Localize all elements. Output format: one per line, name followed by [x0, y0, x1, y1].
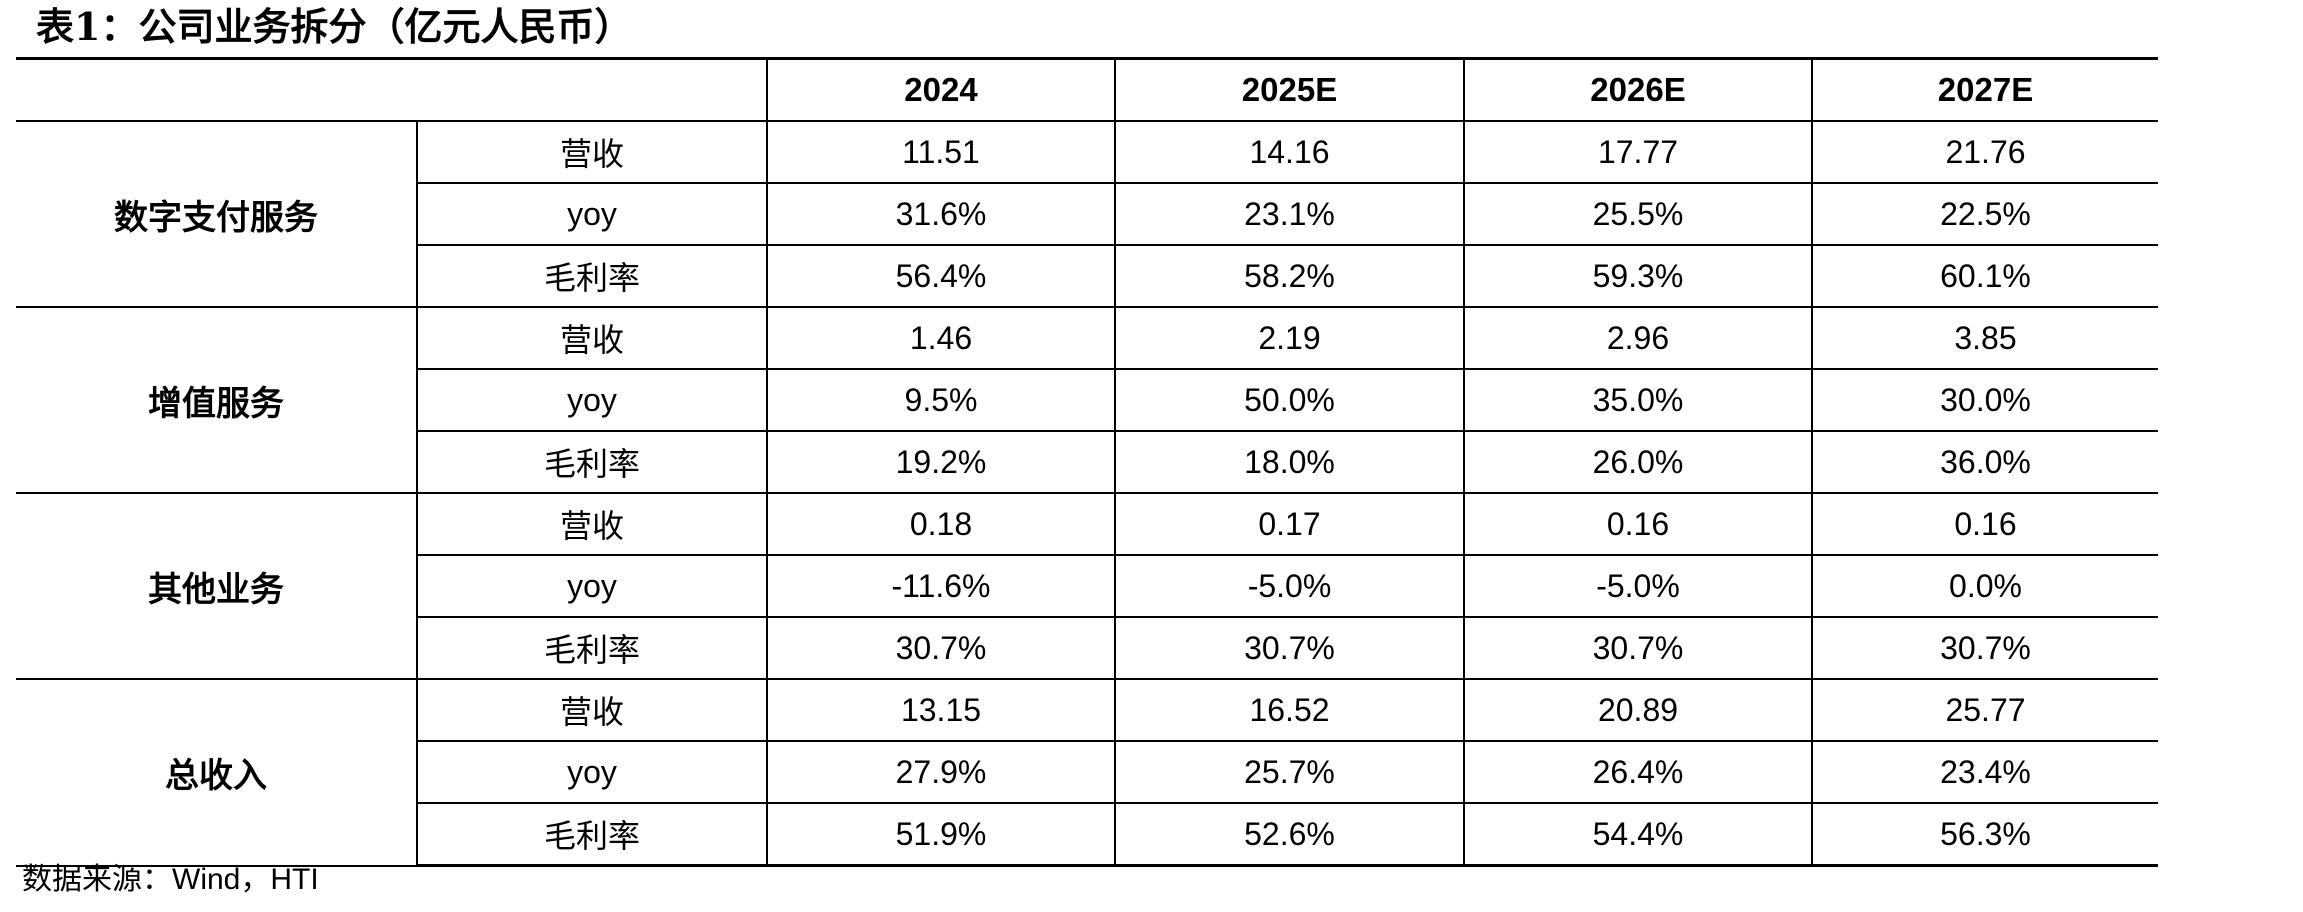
table-row: 其他业务 营收 0.18 0.17 0.16 0.16: [16, 493, 2158, 680]
table-cell: 3.85: [1811, 307, 2158, 370]
metric-label-revenue: 营收: [416, 121, 767, 184]
table-cell: 56.4%: [766, 245, 1115, 308]
table-cell: 0.17: [1114, 493, 1464, 556]
header-corner-cell: [16, 57, 767, 122]
table-row: yoy 27.9% 25.7% 26.4% 23.4%: [16, 741, 2158, 804]
table-cell: -11.6%: [766, 555, 1115, 618]
table-cell: 50.0%: [1114, 369, 1464, 432]
column-header-2027e: 2027E: [1811, 57, 2158, 122]
table-cell: 0.16: [1463, 493, 1812, 556]
metric-label-revenue: 营收: [416, 493, 767, 556]
table-row: 毛利率 56.4% 58.2% 59.3% 60.1%: [16, 245, 2158, 308]
table-title: 表1：公司业务拆分（亿元人民币）: [36, 4, 633, 49]
business-breakdown-table: 2024 2025E 2026E 2027E 数字支付服务 营收 11.51 1…: [16, 57, 2158, 867]
table-cell: 11.51: [766, 121, 1115, 184]
metric-label-gross-margin: 毛利率: [416, 803, 767, 867]
table-row: yoy 31.6% 23.1% 25.5% 22.5%: [16, 183, 2158, 246]
table-cell: 31.6%: [766, 183, 1115, 246]
column-header-2026e: 2026E: [1463, 57, 1812, 122]
table-cell: 25.7%: [1114, 741, 1464, 804]
metric-label-yoy: yoy: [416, 741, 767, 804]
table-cell: 13.15: [766, 679, 1115, 742]
table-cell: 0.16: [1811, 493, 2158, 556]
table-cell: 59.3%: [1463, 245, 1812, 308]
table-cell: 18.0%: [1114, 431, 1464, 494]
table-cell: 21.76: [1811, 121, 2158, 184]
table-cell: 27.9%: [766, 741, 1115, 804]
table-row: 总收入 营收 13.15 16.52 20.89 25.77: [16, 679, 2158, 867]
data-source-note: 数据来源：Wind，HTI: [22, 863, 319, 896]
table-cell: 25.5%: [1463, 183, 1812, 246]
table-cell: 56.3%: [1811, 803, 2158, 867]
column-header-2025e: 2025E: [1114, 57, 1464, 122]
group-label-other-business: 其他业务: [16, 493, 417, 680]
table-cell: 2.19: [1114, 307, 1464, 370]
table-row: yoy 9.5% 50.0% 35.0% 30.0%: [16, 369, 2158, 432]
table-cell: 26.0%: [1463, 431, 1812, 494]
table-cell: 0.18: [766, 493, 1115, 556]
table-row: 增值服务 营收 1.46 2.19 2.96 3.85: [16, 307, 2158, 494]
table-cell: 30.0%: [1811, 369, 2158, 432]
metric-label-gross-margin: 毛利率: [416, 245, 767, 308]
group-label-value-added: 增值服务: [16, 307, 417, 494]
table-cell: 23.1%: [1114, 183, 1464, 246]
table-cell: -5.0%: [1463, 555, 1812, 618]
header-row: 2024 2025E 2026E 2027E: [16, 57, 2158, 122]
table-row: 毛利率 30.7% 30.7% 30.7% 30.7%: [16, 617, 2158, 680]
table-cell: 16.52: [1114, 679, 1464, 742]
table-cell: 19.2%: [766, 431, 1115, 494]
table-row: 毛利率 19.2% 18.0% 26.0% 36.0%: [16, 431, 2158, 494]
table-cell: 22.5%: [1811, 183, 2158, 246]
metric-label-revenue: 营收: [416, 679, 767, 742]
table-cell: 60.1%: [1811, 245, 2158, 308]
table-cell: 30.7%: [1811, 617, 2158, 680]
table-cell: 0.0%: [1811, 555, 2158, 618]
table-cell: 2.96: [1463, 307, 1812, 370]
table-cell: 35.0%: [1463, 369, 1812, 432]
table-cell: 17.77: [1463, 121, 1812, 184]
column-header-2024: 2024: [766, 57, 1115, 122]
table-cell: -5.0%: [1114, 555, 1464, 618]
table-cell: 58.2%: [1114, 245, 1464, 308]
table-cell: 1.46: [766, 307, 1115, 370]
metric-label-gross-margin: 毛利率: [416, 617, 767, 680]
table-cell: 54.4%: [1463, 803, 1812, 867]
table-cell: 52.6%: [1114, 803, 1464, 867]
table-cell: 14.16: [1114, 121, 1464, 184]
group-label-total-revenue: 总收入: [16, 679, 417, 867]
table-cell: 30.7%: [1114, 617, 1464, 680]
metric-label-revenue: 营收: [416, 307, 767, 370]
group-label-digital-payment: 数字支付服务: [16, 121, 417, 308]
table-cell: 36.0%: [1811, 431, 2158, 494]
metric-label-yoy: yoy: [416, 555, 767, 618]
table-cell: 9.5%: [766, 369, 1115, 432]
table-cell: 51.9%: [766, 803, 1115, 867]
metric-label-yoy: yoy: [416, 183, 767, 246]
table-cell: 25.77: [1811, 679, 2158, 742]
table-cell: 30.7%: [766, 617, 1115, 680]
metric-label-yoy: yoy: [416, 369, 767, 432]
table-cell: 30.7%: [1463, 617, 1812, 680]
metric-label-gross-margin: 毛利率: [416, 431, 767, 494]
table-row: yoy -11.6% -5.0% -5.0% 0.0%: [16, 555, 2158, 618]
table-cell: 23.4%: [1811, 741, 2158, 804]
table-cell: 20.89: [1463, 679, 1812, 742]
table-row: 数字支付服务 营收 11.51 14.16 17.77 21.76: [16, 121, 2158, 308]
table-row: 毛利率 51.9% 52.6% 54.4% 56.3%: [16, 803, 2158, 867]
table-cell: 26.4%: [1463, 741, 1812, 804]
